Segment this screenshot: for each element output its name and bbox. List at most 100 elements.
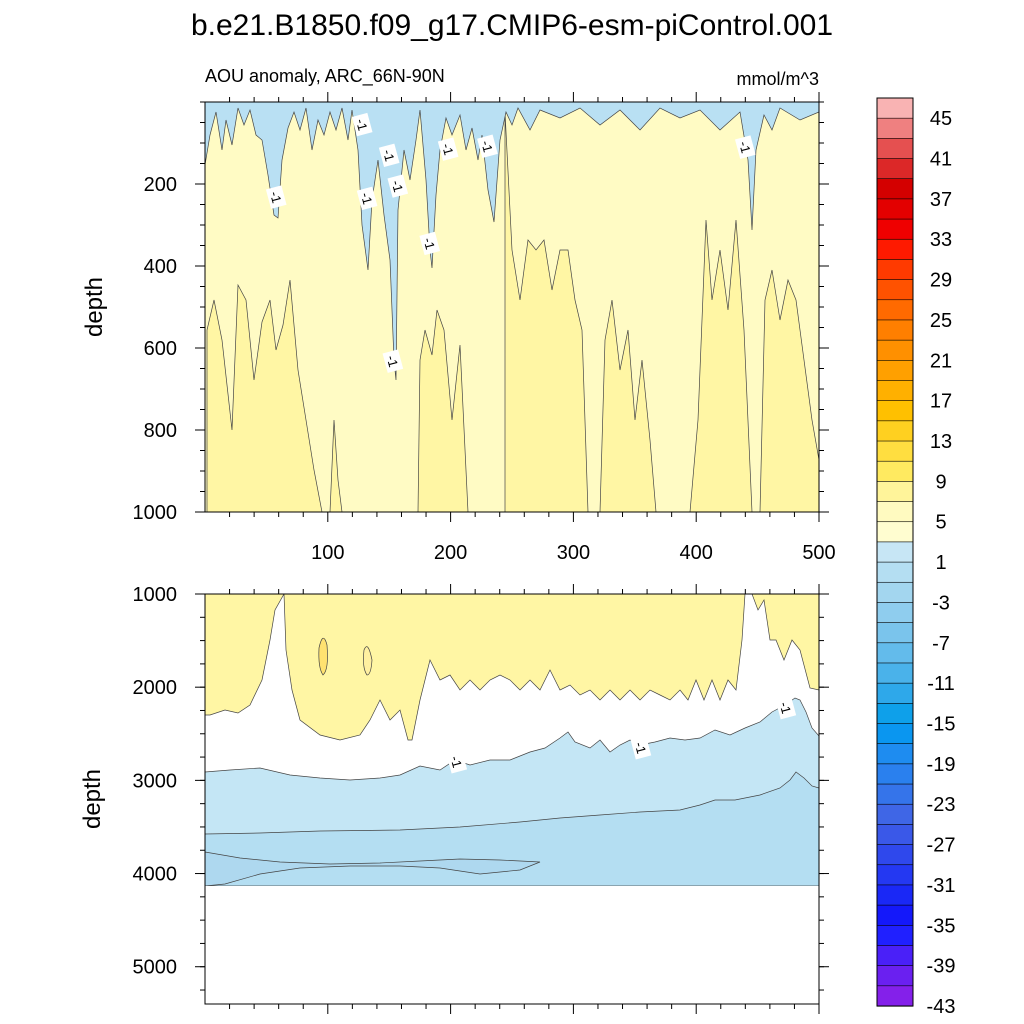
colorbar-label: 9 <box>935 471 946 493</box>
colorbar-label: -11 <box>927 673 954 695</box>
colorbar-swatch <box>876 238 914 261</box>
chart-title: b.e21.B1850.f09_g17.CMIP6-esm-piControl.… <box>191 9 833 42</box>
colorbar: 45 41 37 33 29 25 21 17 13 9 5 1 -3 -7 -11 -15 -19 -23 -27… <box>876 97 956 1018</box>
contour-label-box <box>419 231 441 256</box>
colorbar-swatch <box>876 279 914 301</box>
top-x-tick-label: 100 <box>311 542 344 564</box>
contour-label-box <box>382 349 404 373</box>
contour-label-text: -1 <box>632 740 649 755</box>
colorbar-label: -3 <box>932 592 950 614</box>
colorbar-swatch <box>876 198 914 220</box>
contour-label-text: -1 <box>353 117 370 132</box>
colorbar-swatch <box>876 763 914 785</box>
top-y-tick-label: 600 <box>144 338 177 360</box>
contour-label-box <box>477 134 498 159</box>
colorbar-swatch <box>876 965 914 987</box>
bottom-ylabel: depth <box>79 769 106 829</box>
colorbar-swatch <box>876 440 914 462</box>
bottom-negative-deep <box>205 771 819 887</box>
colorbar-label: 1 <box>935 552 946 574</box>
contour-label-text: -1 <box>777 700 794 715</box>
contour-label-text: -1 <box>380 148 397 163</box>
colorbar-swatch <box>876 783 914 805</box>
bottom-panel: 1000 2000 3000 4000 5000 -1 -1 -1 depth <box>79 584 829 1014</box>
colorbar-swatch <box>876 924 914 947</box>
contour-label-text: -1 <box>421 236 438 251</box>
colorbar-label: 5 <box>935 512 946 534</box>
contour-label-text: -1 <box>478 139 495 154</box>
top-negative-region <box>205 102 819 381</box>
colorbar-swatch <box>876 743 914 765</box>
colorbar-label: 33 <box>930 229 952 251</box>
colorbar-swatch <box>876 360 914 382</box>
contour-label-text: -1 <box>358 191 375 206</box>
colorbar-label: 21 <box>930 350 952 372</box>
bottom-contour-label: -1 <box>775 695 797 720</box>
top-contour-label: -1 <box>378 143 400 168</box>
top-ylabel: depth <box>81 277 108 337</box>
bottom-y-tick-label: 4000 <box>133 864 178 886</box>
colorbar-swatch <box>876 158 914 180</box>
colorbar-swatch <box>876 218 914 240</box>
colorbar-swatch <box>876 117 914 139</box>
colorbar-label: 45 <box>930 108 952 130</box>
chart-units: mmol/m^3 <box>737 69 819 89</box>
colorbar-swatch <box>876 339 914 361</box>
contour-label-box <box>437 137 459 161</box>
contour-label-box <box>265 185 287 209</box>
colorbar-swatch <box>876 97 914 119</box>
colorbar-label: -23 <box>927 794 956 816</box>
bottom-positive-blob-1 <box>318 637 328 676</box>
contour-label-box <box>378 143 400 168</box>
bottom-y-tick-label: 3000 <box>133 770 178 792</box>
colorbar-swatch <box>876 259 914 281</box>
top-x-tick-label: 300 <box>557 542 590 564</box>
colorbar-label: -31 <box>927 875 956 897</box>
bottom-negative-deepest <box>205 851 541 887</box>
colorbar-label: -35 <box>927 915 956 937</box>
colorbar-swatch <box>876 662 914 684</box>
colorbar-swatch <box>876 581 914 604</box>
top-contour-label: -1 <box>735 135 756 159</box>
bottom-contour-labels: -1 -1 -1 <box>446 695 797 774</box>
colorbar-swatch <box>876 723 914 745</box>
top-contour-label: -1 <box>437 137 459 161</box>
top-x-tick-label: 200 <box>434 542 467 564</box>
contour-label-box <box>775 695 797 720</box>
colorbar-swatch <box>876 703 914 725</box>
colorbar-frame <box>876 97 914 1007</box>
colorbar-swatch <box>876 481 914 503</box>
top-x-tick-label: 500 <box>802 542 835 564</box>
top-contour-label: -1 <box>477 134 498 159</box>
top-contour-label: -1 <box>382 349 404 373</box>
contour-label-text: -1 <box>389 179 406 194</box>
top-x-tick-label: 400 <box>680 542 713 564</box>
colorbar-swatch <box>876 138 914 160</box>
top-y-tick-label: 800 <box>144 420 177 442</box>
contour-label-text: -1 <box>267 190 284 205</box>
top-y-tick-label: 1000 <box>133 502 178 524</box>
colorbar-swatch <box>876 884 914 906</box>
top-contour-label: -1 <box>419 231 441 256</box>
colorbar-swatch <box>876 803 914 826</box>
top-y-tick-label: 400 <box>144 256 177 278</box>
bottom-positive-upper <box>205 594 819 741</box>
top-panel-contours <box>205 102 819 512</box>
colorbar-swatch <box>876 561 914 583</box>
colorbar-label: 25 <box>930 310 952 332</box>
contour-label-text: -1 <box>736 140 753 155</box>
colorbar-swatch <box>876 864 914 886</box>
colorbar-label: -7 <box>932 633 950 655</box>
contour-label-box <box>446 749 468 774</box>
colorbar-swatch <box>876 985 914 1007</box>
colorbar-swatch <box>876 460 914 482</box>
colorbar-label: -27 <box>927 835 956 857</box>
top-contour-label: -1 <box>265 185 287 209</box>
colorbar-label: 37 <box>930 189 952 211</box>
colorbar-swatch <box>876 178 914 200</box>
top-positive-region <box>206 111 819 512</box>
bottom-y-tick-label: 5000 <box>133 957 178 979</box>
colorbar-label: -19 <box>927 754 956 776</box>
